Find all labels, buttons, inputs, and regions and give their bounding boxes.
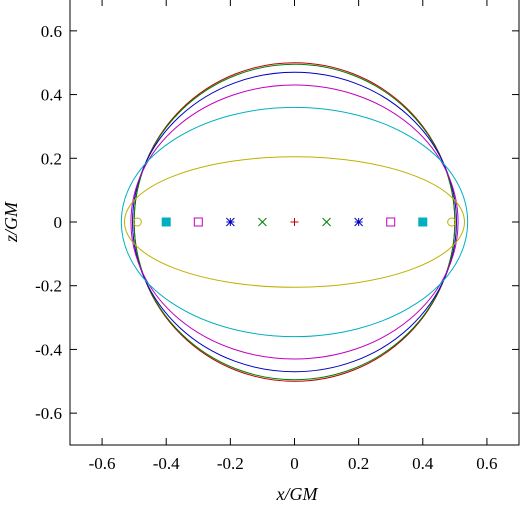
markers-layer — [132, 217, 457, 227]
marker-asterisk-4 — [226, 217, 235, 227]
plot-frame — [69, 0, 520, 446]
curves-layer — [120, 62, 469, 382]
marker-open-circle-10 — [132, 217, 142, 227]
curve-4 — [130, 84, 459, 360]
x-tick-label-3: 0 — [290, 454, 299, 473]
x-tick-label-6: 0.6 — [476, 454, 497, 473]
x-axis-title: x/GM — [276, 484, 319, 504]
marker-filled-square-9 — [418, 217, 428, 227]
x-tick-label-5: 0.4 — [412, 454, 434, 473]
marker-filled-square-8 — [161, 217, 171, 227]
y-axis-title: z/GM — [1, 201, 21, 243]
x-tick-label-1: -0.4 — [153, 454, 180, 473]
marker-cross-3 — [322, 217, 331, 227]
y-tick-label-0: 0.6 — [41, 22, 62, 41]
curve-6 — [124, 156, 465, 288]
marker-open-square-6 — [193, 217, 203, 227]
x-tick-label-4: 0.2 — [348, 454, 369, 473]
x-tick-label-2: -0.2 — [217, 454, 244, 473]
y-tick-label-2: 0.2 — [41, 149, 62, 168]
y-tick-label-4: -0.2 — [35, 277, 62, 296]
y-tick-label-6: -0.6 — [35, 404, 62, 423]
marker-open-square-7 — [386, 217, 396, 227]
y-tick-label-1: 0.4 — [41, 86, 63, 105]
marker-asterisk-5 — [354, 217, 363, 227]
curve-5 — [120, 106, 469, 338]
x-tick-label-0: -0.6 — [89, 454, 116, 473]
marker-plus-1 — [290, 218, 299, 226]
marker-open-circle-11 — [447, 217, 457, 227]
marker-cross-2 — [258, 217, 267, 227]
y-tick-label-3: 0 — [54, 213, 63, 232]
y-tick-label-5: -0.4 — [35, 340, 62, 359]
curve-3 — [132, 71, 457, 373]
curve-2 — [133, 63, 456, 381]
ticks-layer: -0.6 -0.4 -0.2 0 0.2 0.4 0.6 0.6 0.4 0.2 0 -0.2 -0.4… — [35, 0, 519, 473]
